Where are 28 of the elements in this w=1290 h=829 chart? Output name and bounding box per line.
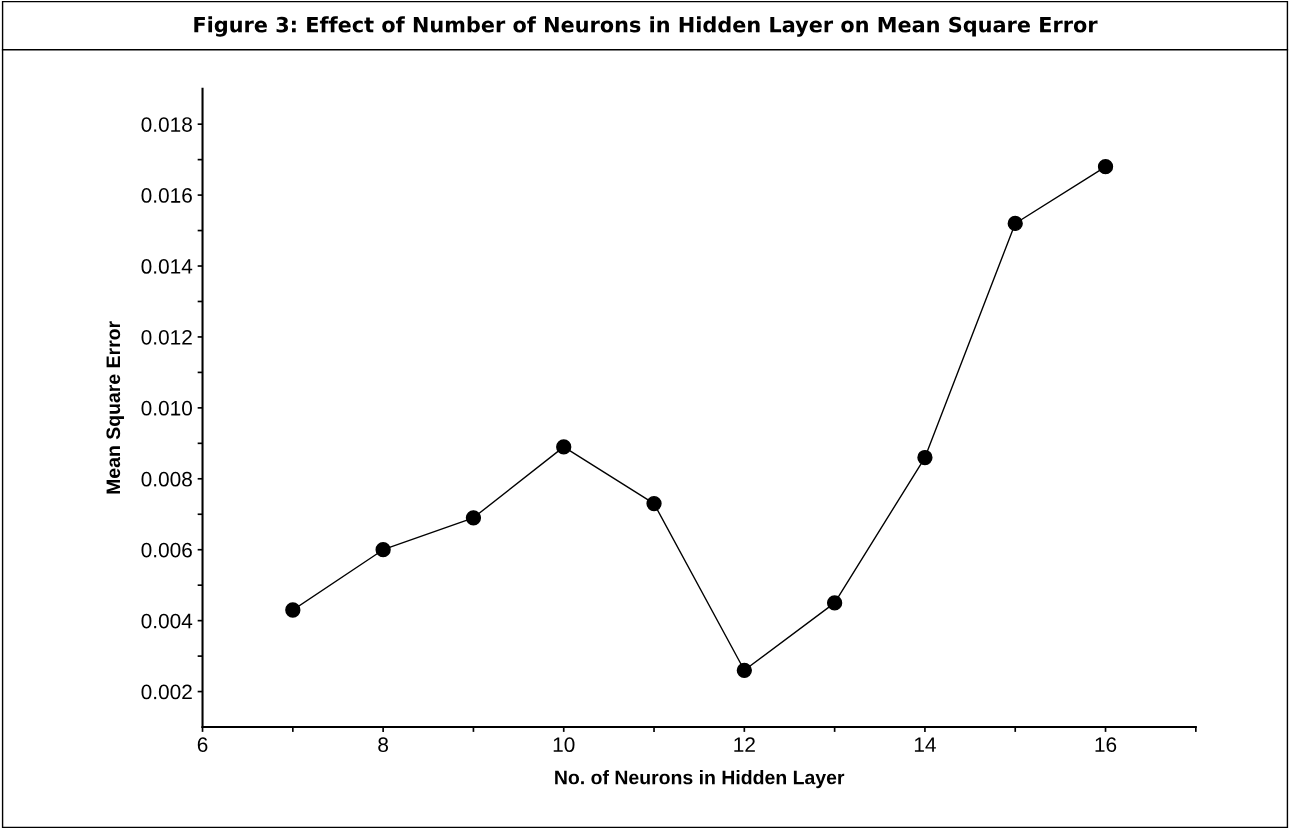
point	[736, 662, 752, 678]
point	[1097, 159, 1114, 175]
x-tick-label: 14	[914, 737, 936, 752]
y-axis-title: Mean Square Error	[106, 321, 125, 494]
y-tick-label: 0.008	[141, 471, 192, 487]
y-tick-label: 0.016	[141, 188, 192, 203]
y-tick-label: 0.004	[141, 613, 193, 629]
x-tick-label: 16	[1095, 737, 1117, 753]
point	[465, 510, 482, 526]
y-tick-label: 0.006	[141, 542, 192, 558]
point	[285, 602, 301, 618]
x-tick-label: 6	[197, 737, 208, 753]
y-tick-label: 0.002	[141, 684, 192, 700]
y-tick-label: 0.014	[141, 259, 193, 274]
point	[1007, 215, 1023, 232]
x-tick-label: 10	[553, 737, 575, 753]
y-tick-label: 0.018	[141, 117, 192, 132]
point	[375, 542, 391, 558]
chart-title: Figure 3: Effect of Number of Neurons in Hidden Layer on Mean Square Error	[194, 16, 1098, 37]
point	[646, 495, 662, 512]
point	[917, 449, 933, 466]
x-tick-label: 8	[378, 737, 389, 753]
x-axis-title: No. of Neurons in Hidden Layer	[555, 770, 845, 789]
point	[826, 595, 843, 611]
y-tick-label: 0.012	[141, 329, 192, 345]
x-tick-label: 12	[734, 737, 755, 752]
point	[556, 439, 572, 455]
y-tick-label: 0.010	[141, 400, 192, 416]
